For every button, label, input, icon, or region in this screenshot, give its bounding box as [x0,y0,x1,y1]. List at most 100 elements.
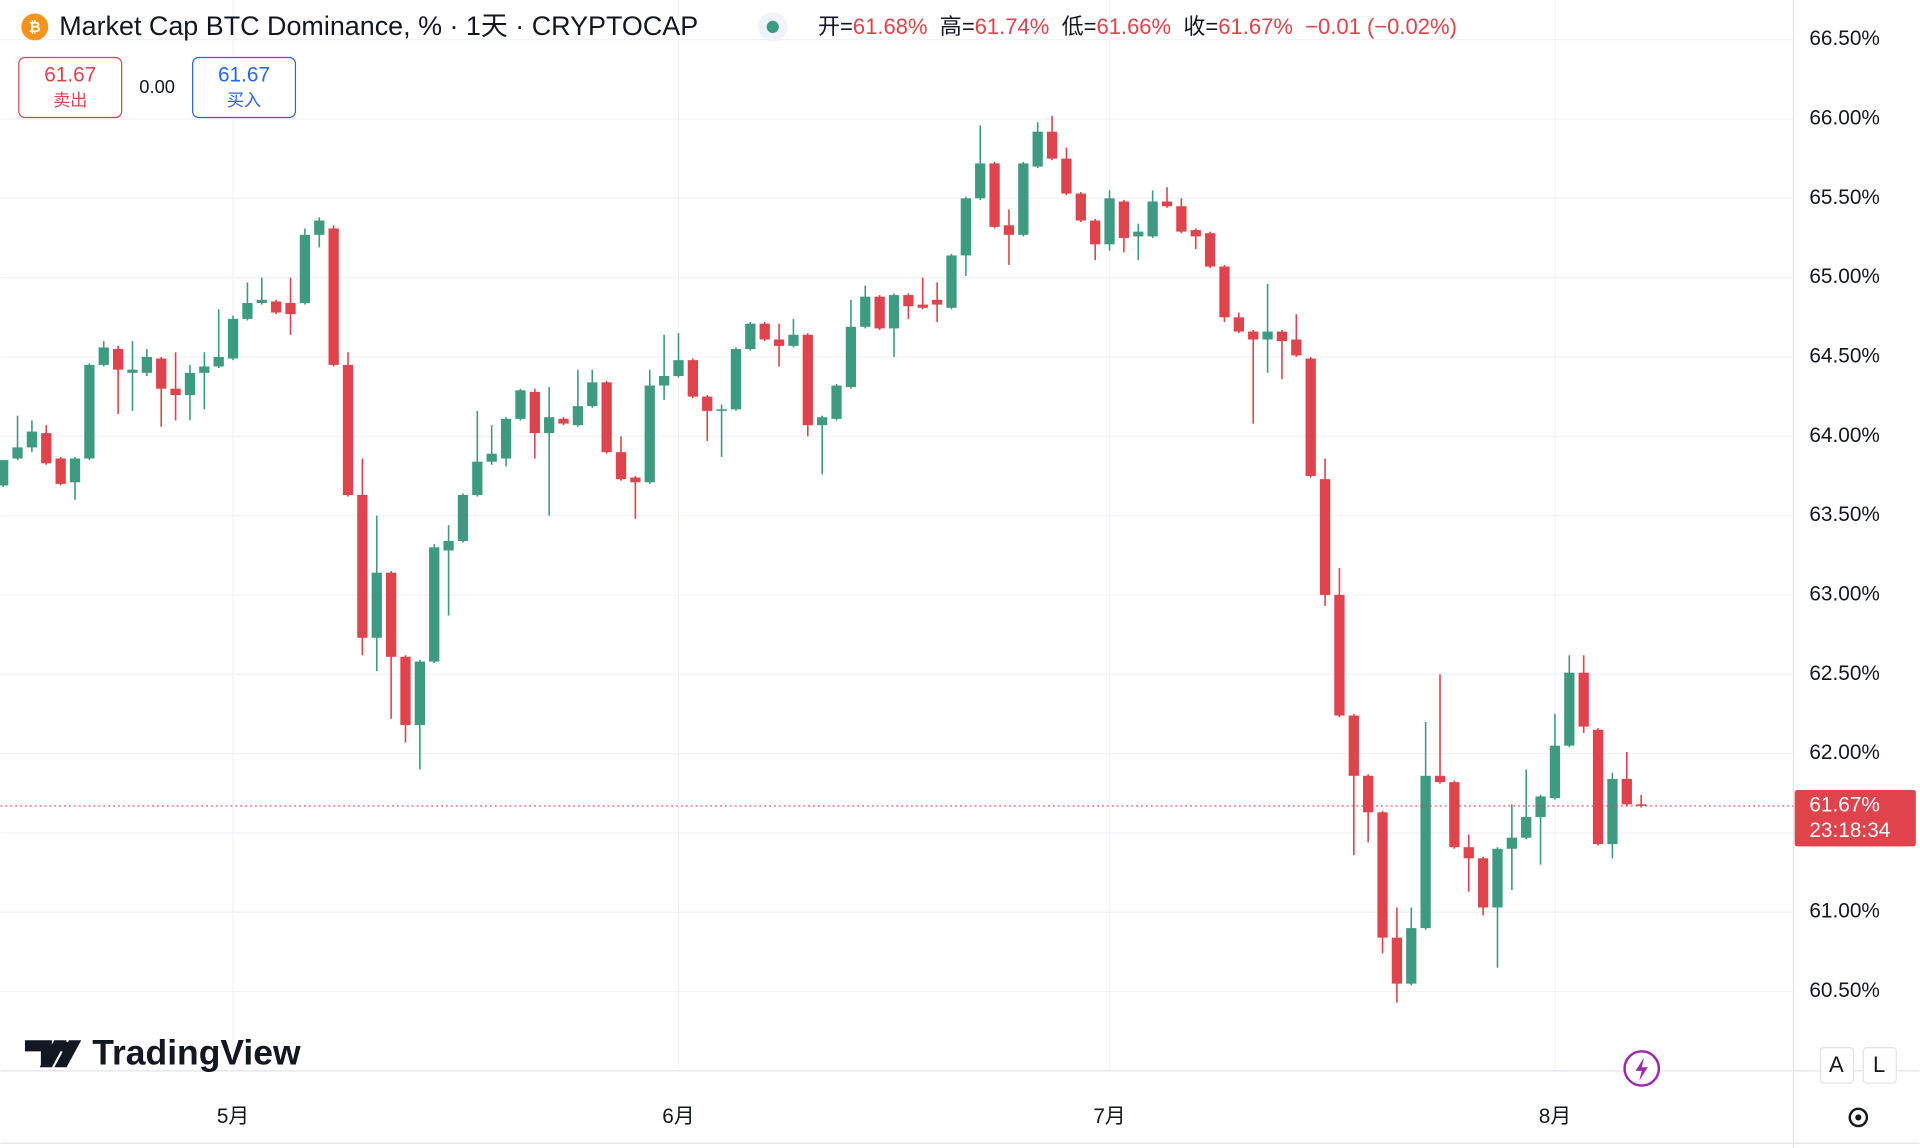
candle-body [1607,778,1618,845]
candle-body [1348,715,1359,776]
candle-body [1621,778,1632,805]
ohlc-value: 61.68% [853,14,928,39]
y-tick-label: 63.50% [1809,503,1880,526]
candle-body [1075,193,1086,221]
candle-body [1233,317,1244,332]
spread: 0.00 [139,76,175,97]
x-tick-label: 8月 [1539,1105,1571,1128]
candle-body [1032,131,1043,167]
candle-body [587,382,598,407]
candle-body [1549,745,1561,799]
x-tick-label: 5月 [217,1105,249,1128]
candle-body [1592,729,1604,845]
candle-body [285,303,296,315]
candle-body [773,339,785,346]
ohlc-value: 61.66% [1096,14,1171,39]
btc-icon-glyph: ₿ [29,20,41,36]
buy-button[interactable] [192,56,297,119]
candle-body [1636,804,1647,806]
ohlc-label: 收= [1183,14,1218,39]
candle-body [931,299,943,305]
auto-scale-button[interactable] [1819,1047,1855,1084]
sell-button[interactable] [18,56,123,119]
candle-body [242,303,253,319]
grid [0,0,1794,1071]
candle-body [515,390,526,419]
candle-body [429,547,440,662]
candle-body [328,228,339,365]
candle-body [1061,158,1072,194]
candle-body [960,198,971,256]
candle-body [1305,358,1316,476]
y-tick-label: 62.00% [1809,741,1880,764]
y-tick-label: 60.50% [1809,979,1880,1002]
chart-title: Market Cap BTC Dominance, % · 1天 · CRYPT… [59,11,698,41]
candle-body [486,453,497,462]
candle-body [112,349,124,370]
logo-text: TradingView [92,1032,301,1072]
candle-body [745,323,756,350]
candle-body [1046,131,1058,159]
logo-mark [24,1040,67,1068]
candle-body [1219,266,1230,318]
settings-icon-center [1855,1114,1862,1121]
y-tick-label: 66.00% [1809,106,1880,129]
logo-mark-2 [54,1040,82,1068]
candle-body [1248,331,1259,340]
candle-body [299,234,311,304]
candle-body [1449,782,1460,848]
candle-body [1406,928,1417,984]
candle-body [946,255,957,308]
y-tick-label: 66.50% [1809,27,1880,50]
ohlc-label: 开= [818,14,853,39]
candle-body [1391,937,1403,984]
ohlc-label: 高= [940,14,975,39]
countdown: 23:18:34 [1809,819,1890,842]
candle-body [1477,858,1489,908]
candle-body [69,458,81,483]
candle-body [1334,594,1345,716]
candle-body [1363,775,1374,813]
candle-body [1104,198,1115,245]
candle-body [888,295,900,329]
candle-body [601,382,612,453]
candle-body [1018,163,1029,235]
candle-body [1003,225,1015,235]
candle-body [730,349,742,410]
candle-body [802,334,813,426]
y-tick-label: 64.00% [1809,424,1880,447]
candle-body [156,358,167,389]
candle-body [572,406,584,426]
candle-body [26,431,38,448]
candle-body [845,326,857,388]
candle-body [170,388,181,396]
candle-body [41,433,52,464]
log-scale-button[interactable] [1862,1047,1897,1084]
candle-body [98,347,109,365]
last-price-tag [1794,790,1916,847]
y-tick-label: 63.00% [1809,582,1880,605]
candle-body [357,494,368,638]
candle-body [55,458,66,484]
ohlc-change: −0.01 (−0.02%) [1305,14,1457,39]
candle-body [1262,331,1273,340]
candle-body [1564,672,1575,746]
candle-body [702,396,713,411]
settings-icon[interactable] [1848,1107,1869,1128]
last-price-label: 61.67% [1809,793,1880,816]
candle-body [989,163,1000,227]
candle-body [630,477,641,483]
candle-body [917,304,928,308]
candle-body [500,418,512,459]
candle-body [256,299,267,304]
candle-body [213,356,224,367]
candle-body [1521,817,1532,838]
y-tick-label: 61.00% [1809,900,1880,923]
candle-body [615,452,627,480]
x-tick-label: 7月 [1093,1105,1125,1128]
x-tick-label: 6月 [662,1105,694,1128]
candle-body [529,391,540,434]
candle-body [227,318,239,359]
